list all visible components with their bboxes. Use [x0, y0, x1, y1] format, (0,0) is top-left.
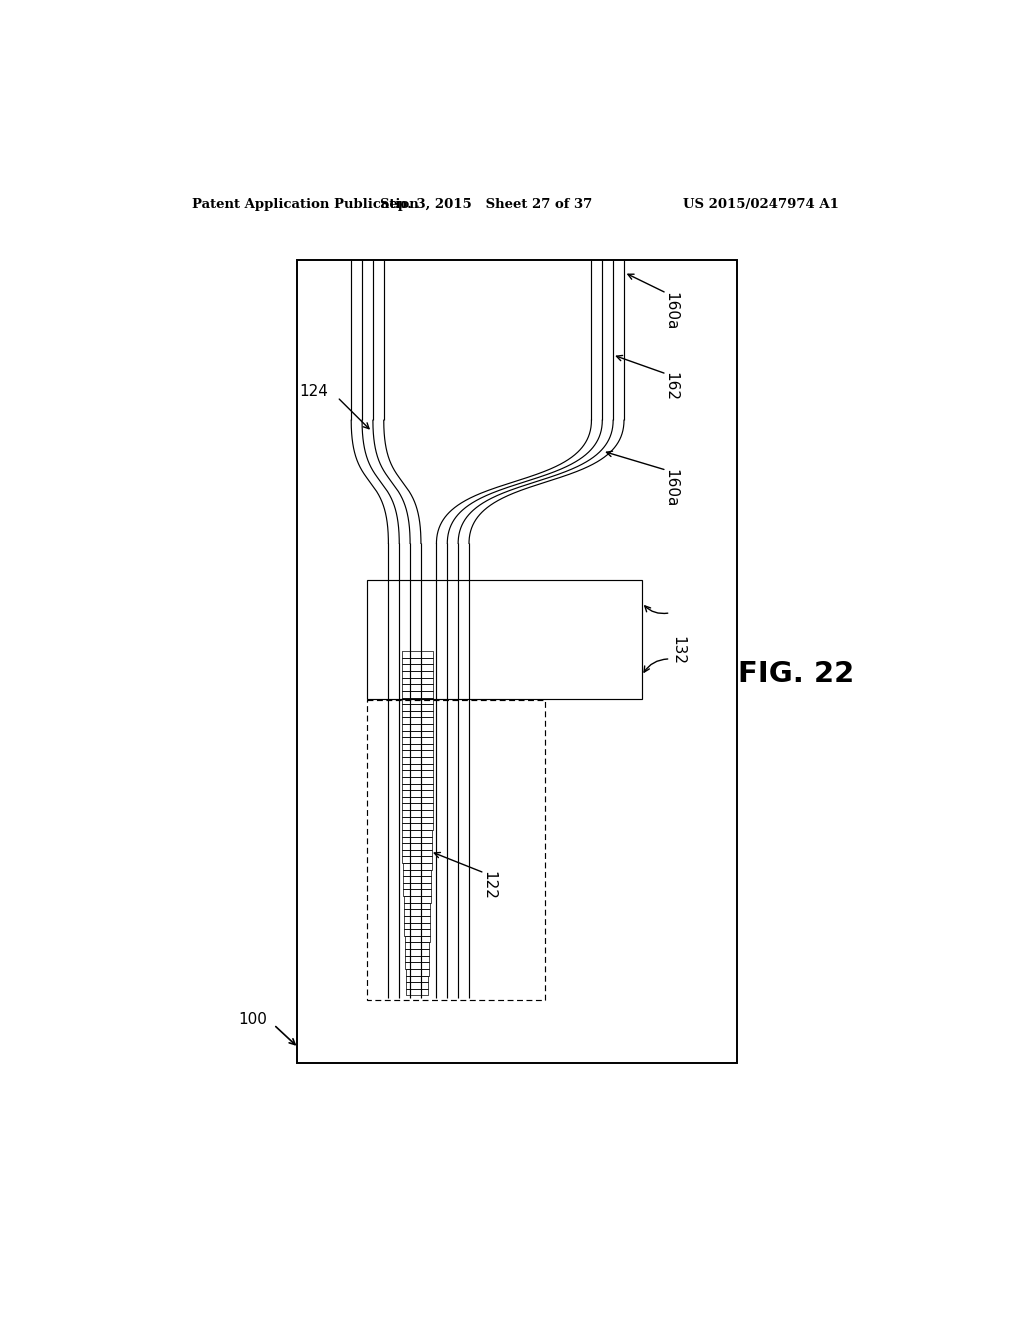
Bar: [367, 700, 545, 1001]
Bar: [297, 260, 737, 1063]
Text: 160a: 160a: [663, 469, 678, 507]
Text: 124: 124: [299, 384, 328, 399]
Text: FIG. 22: FIG. 22: [738, 660, 854, 688]
Text: Sep. 3, 2015   Sheet 27 of 37: Sep. 3, 2015 Sheet 27 of 37: [380, 198, 592, 211]
Text: 162: 162: [663, 372, 678, 401]
Text: 132: 132: [671, 636, 686, 665]
Bar: [367, 579, 642, 700]
Text: Patent Application Publication: Patent Application Publication: [191, 198, 418, 211]
Text: 160a: 160a: [663, 292, 678, 330]
Text: 100: 100: [239, 1011, 267, 1027]
Text: 122: 122: [481, 871, 496, 900]
Text: US 2015/0247974 A1: US 2015/0247974 A1: [683, 198, 839, 211]
